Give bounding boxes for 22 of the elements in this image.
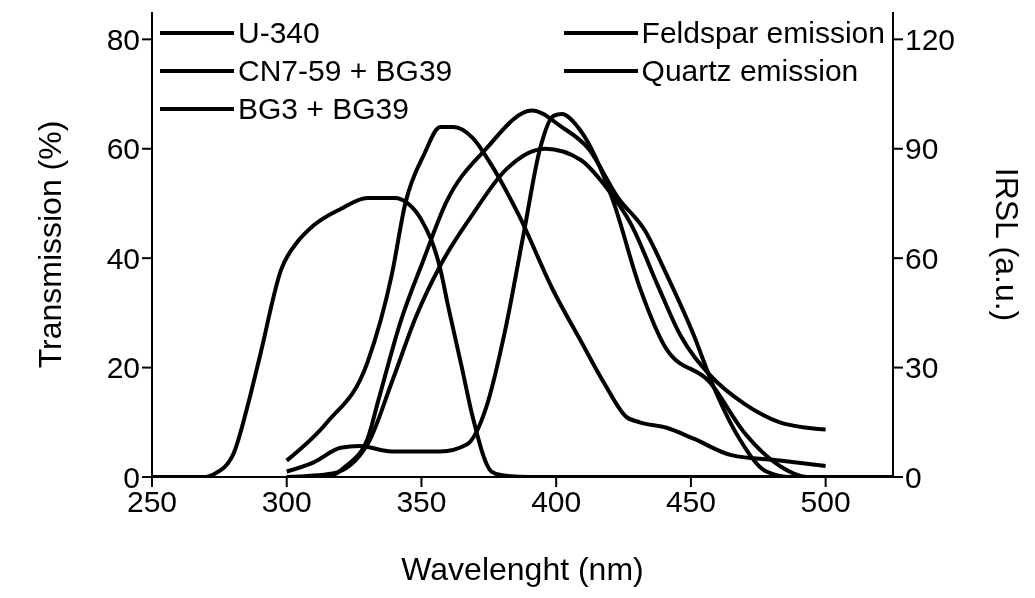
y-tick-label: 80 — [106, 23, 140, 56]
legend-label: Quartz emission — [641, 54, 859, 88]
x-axis-title: Wavelenght (nm) — [401, 551, 644, 587]
legend-label: Feldspar emission — [641, 16, 885, 50]
y2-tick-label: 0 — [905, 460, 922, 494]
y2-tick-label: 30 — [905, 351, 939, 385]
x-tick-label: 400 — [531, 485, 582, 519]
x-tick-label: 300 — [261, 485, 312, 519]
y-tick-label: 40 — [106, 241, 140, 275]
y-tick-label: 20 — [106, 351, 140, 385]
legend-label: CN7-59 + BG39 — [238, 54, 453, 88]
x-tick-label: 350 — [396, 485, 447, 519]
y-axis-title: Transmission (%) — [32, 120, 69, 369]
x-tick-label: 500 — [800, 485, 851, 519]
y-tick-label: 60 — [106, 132, 140, 166]
y2-tick-label: 120 — [905, 23, 956, 56]
x-tick-label: 450 — [665, 485, 716, 519]
y2-tick-label: 90 — [905, 132, 939, 166]
y2-tick-label: 60 — [905, 241, 939, 275]
legend-label: BG3 + BG39 — [238, 92, 409, 126]
legend-label: U-340 — [238, 16, 320, 50]
y2-axis-title: IRSL (a.u.) — [988, 167, 1025, 322]
